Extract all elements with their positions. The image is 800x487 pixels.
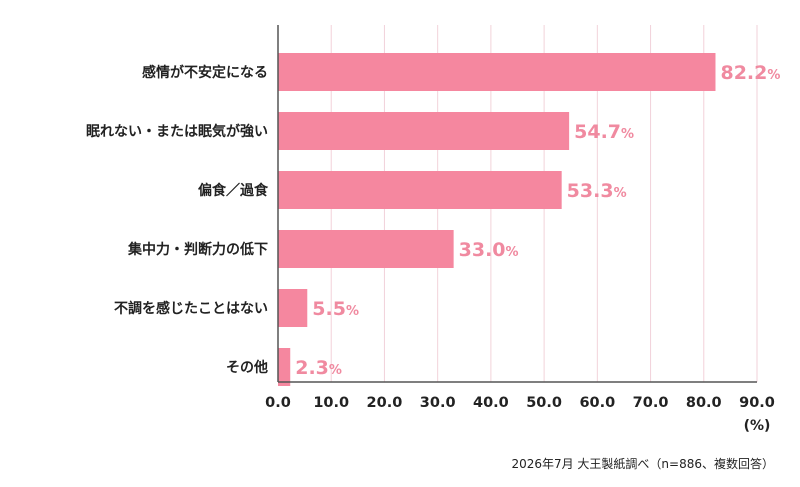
x-axis-unit: (%) (744, 418, 771, 434)
bars (278, 53, 716, 386)
data-label-value: 5.5 (312, 298, 346, 320)
data-label: 33.0% (459, 239, 519, 261)
bar (278, 230, 454, 268)
x-tick-label: 90.0 (739, 395, 775, 411)
data-label-value: 2.3 (295, 357, 329, 379)
category-label: 集中力・判断力の低下 (127, 241, 268, 258)
bar (278, 289, 308, 327)
data-label-percent: % (329, 363, 342, 378)
x-tick-label: 70.0 (633, 395, 669, 411)
data-label: 82.2% (720, 62, 780, 84)
x-tick-labels: 0.0 10.0 20.0 30.0 40.0 50.0 60.0 70.0 80.0 90.0 (265, 395, 775, 411)
data-label-percent: % (621, 127, 634, 142)
x-tick-label: 50.0 (526, 395, 562, 411)
x-tick-label: 80.0 (686, 395, 722, 411)
x-tick-label: 30.0 (420, 395, 456, 411)
category-labels: 感情が不安定になる眠れない・または眠気が強い偏食／過食集中力・判断力の低下不調を… (86, 64, 269, 376)
x-tick-label: 10.0 (313, 395, 349, 411)
data-label-percent: % (767, 68, 780, 83)
x-tick-label: 60.0 (579, 395, 615, 411)
x-tick-label: 20.0 (367, 395, 403, 411)
data-label-value: 54.7 (574, 121, 621, 143)
bar (278, 348, 291, 386)
category-label: 感情が不安定になる (142, 64, 268, 81)
source-note: 2026年7月 大王製紙調べ（n=886、複数回答） (511, 457, 774, 471)
data-label-value: 82.2 (720, 62, 767, 84)
category-label: 眠れない・または眠気が強い (86, 123, 268, 140)
axes (277, 25, 757, 383)
data-label: 5.5% (312, 298, 359, 320)
data-label-percent: % (506, 245, 519, 260)
bar (278, 112, 570, 150)
data-labels: 82.2%54.7%53.3%33.0%5.5%2.3% (295, 62, 780, 379)
category-label: その他 (226, 359, 268, 376)
category-label: 不調を感じたことはない (114, 300, 268, 317)
bar (278, 53, 716, 91)
x-tick-label: 40.0 (473, 395, 509, 411)
data-label-percent: % (346, 304, 359, 319)
x-tick-label: 0.0 (265, 395, 291, 411)
data-label: 54.7% (574, 121, 634, 143)
data-label: 53.3% (567, 180, 627, 202)
bar (278, 171, 562, 209)
data-label-value: 53.3 (567, 180, 614, 202)
category-label: 偏食／過食 (198, 182, 269, 199)
data-label: 2.3% (295, 357, 342, 379)
data-label-value: 33.0 (459, 239, 506, 261)
data-label-percent: % (614, 186, 627, 201)
